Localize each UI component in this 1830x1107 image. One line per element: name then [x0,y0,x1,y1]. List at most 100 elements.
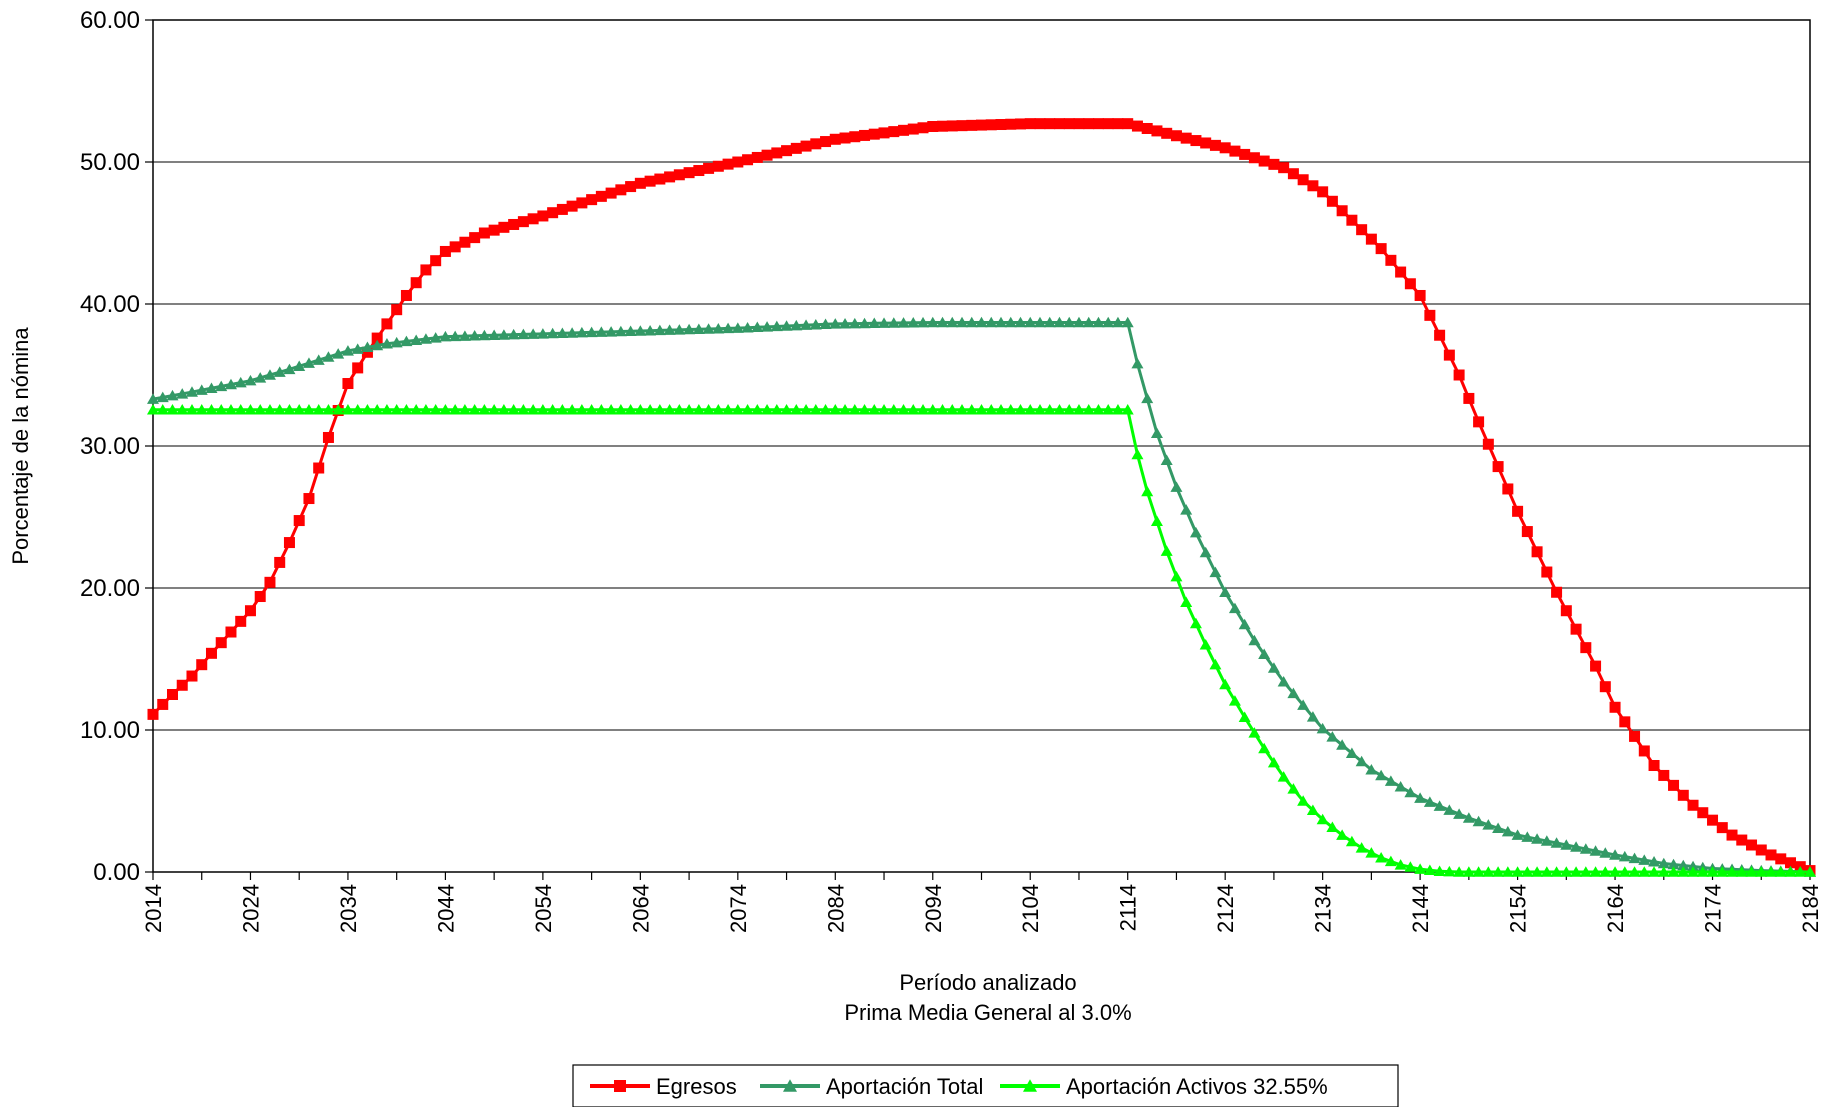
data-point [498,221,510,233]
data-point [1423,796,1436,807]
data-point [458,330,471,341]
y-axis-label: Porcentaje de la nómina [8,327,33,565]
data-point [712,404,725,415]
data-point [1121,404,1134,415]
y-axis: 0.00 10.00 20.00 30.00 40.00 50.00 60.00 [80,7,153,886]
data-point [1599,681,1611,693]
data-point [302,404,315,415]
data-point [1024,404,1037,415]
data-point [839,404,852,415]
data-point [1307,180,1319,192]
data-point [1248,727,1261,738]
data-point [1131,448,1144,460]
data-point [1306,711,1319,722]
data-point [1501,866,1514,877]
data-point [653,324,666,336]
data-point [907,404,920,415]
data-point [926,404,939,415]
data-point [868,128,880,140]
data-point [147,404,159,415]
data-point [1063,316,1076,328]
data-point [878,404,891,415]
data-point [254,591,266,603]
data-point [741,404,754,415]
data-point [1180,132,1192,144]
data-point [966,119,978,131]
data-point [965,316,978,328]
data-point [1463,392,1475,404]
data-point [527,328,540,339]
data-point [644,404,657,415]
data-point [1356,224,1368,236]
data-point [352,362,364,374]
data-point [1053,118,1065,130]
data-point [205,647,217,659]
data-point [1609,866,1622,877]
data-point [595,404,608,415]
data-point [1082,316,1095,328]
data-point [1609,849,1622,860]
data-point [1404,861,1417,872]
data-point [1150,515,1163,527]
data-point [468,404,481,415]
data-point [1657,866,1670,877]
data-point [1063,118,1075,130]
data-point [809,318,822,330]
data-point [1161,127,1173,139]
data-point [215,637,227,649]
data-point [205,404,218,415]
data-point [429,404,442,415]
data-point [1472,866,1485,877]
data-point [1258,742,1271,754]
data-point [1648,866,1661,877]
data-point [1287,783,1300,794]
x-tick-label: 2174 [1701,884,1726,933]
data-point [185,404,198,415]
data-point [215,404,228,415]
y-tick-label: 10.00 [80,717,140,744]
data-point [1443,349,1455,361]
data-point [1755,844,1767,856]
data-point [1316,722,1329,734]
data-point [147,708,159,720]
data-point [1521,831,1534,842]
grid-lines [153,161,1810,731]
data-point [634,325,647,336]
data-point [897,317,910,328]
data-point [1004,316,1017,328]
data-point [1053,316,1066,328]
data-point [858,404,871,415]
data-point [517,216,529,228]
data-point [361,404,374,415]
data-point [156,391,169,403]
data-point [488,329,501,340]
data-point [1531,546,1543,558]
x-axis-label: Período analizado [899,970,1076,995]
data-point [1238,618,1251,630]
x-tick-label: 2134 [1311,884,1336,933]
data-point [303,493,315,505]
data-point [419,333,432,344]
data-point [1034,118,1046,130]
data-point [809,404,822,415]
data-point [585,326,598,338]
data-point [312,354,325,365]
data-point [1287,168,1299,180]
data-point [888,126,900,138]
data-point [1677,859,1690,871]
data-point [829,318,842,329]
data-point [761,321,774,332]
data-point [371,404,384,415]
data-point [1414,792,1427,803]
data-point [1551,586,1563,598]
data-point [556,327,569,339]
data-point [907,316,920,328]
data-point [1541,566,1553,578]
data-point [527,404,540,415]
data-point [351,404,364,415]
data-point [1394,859,1407,870]
data-point [1150,427,1163,438]
data-point [1297,795,1310,806]
data-point [1540,866,1553,877]
data-point [322,404,335,415]
